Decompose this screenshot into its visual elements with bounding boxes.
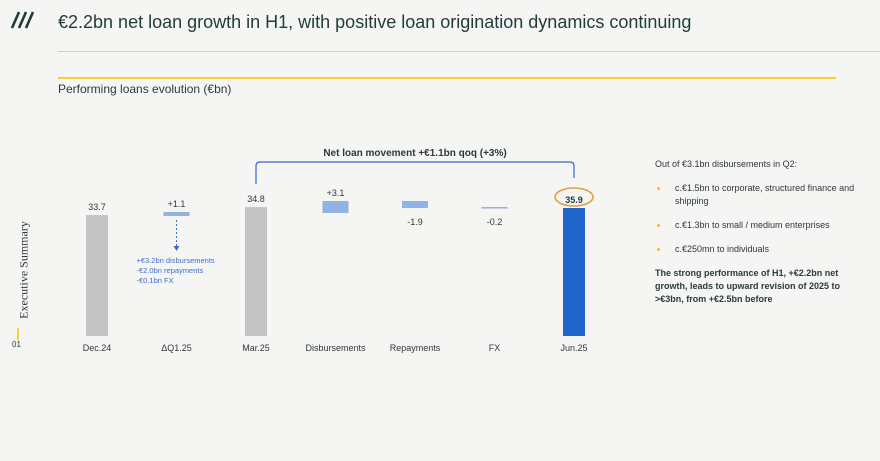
- commentary-item: c.€1.3bn to small / medium enterprises: [655, 219, 865, 232]
- net-movement-bracket: [255, 161, 575, 184]
- category-label: Repayments: [390, 343, 441, 353]
- bar-total: [563, 208, 585, 336]
- bar-delta: [322, 201, 349, 213]
- highlight-ellipse: [554, 187, 594, 207]
- category-label: Disbursements: [305, 343, 366, 353]
- bar-total: [245, 207, 267, 336]
- category-label: Jun.25: [560, 343, 587, 353]
- commentary-panel: Out of €3.1bn disbursements in Q2: c.€1.…: [655, 158, 865, 306]
- header-divider: [58, 51, 880, 52]
- category-label: Mar.25: [242, 343, 270, 353]
- labels-layer: 33.7 Dec.24 +1.1 ΔQ1.25 34.8 Mar.25 +3.1 Disbur…: [83, 148, 594, 353]
- value-label: 33.7: [88, 202, 106, 212]
- accent-divider: [58, 77, 836, 79]
- commentary-intro: Out of €3.1bn disbursements in Q2:: [655, 159, 798, 169]
- breakdown-line: -€2.0bn repayments: [137, 266, 204, 275]
- category-label: FX: [489, 343, 501, 353]
- company-logo-icon: [10, 11, 35, 29]
- chart-subtitle: Performing loans evolution (€bn): [58, 82, 232, 96]
- bar-delta: [481, 207, 508, 209]
- value-label: +3.1: [327, 188, 345, 198]
- bar-total: [86, 215, 108, 336]
- bar-delta: [163, 212, 190, 216]
- category-label: ΔQ1.25: [161, 343, 192, 353]
- page-title: €2.2bn net loan growth in H1, with posit…: [58, 12, 692, 32]
- arrow-head-icon: [173, 246, 180, 251]
- breakdown-line: -€0.1bn FX: [137, 276, 174, 285]
- section-sidebar: Executive Summary: [6, 210, 31, 340]
- section-marker: [17, 328, 19, 340]
- value-label: 34.8: [247, 194, 265, 204]
- breakdown-line: +€3.2bn disbursements: [137, 256, 215, 265]
- page-number: 01: [12, 340, 21, 349]
- bracket-label: Net loan movement +€1.1bn qoq (+3%): [323, 148, 506, 159]
- commentary-conclusion: The strong performance of H1, +€2.2bn ne…: [655, 268, 841, 304]
- bars-layer: [86, 201, 585, 336]
- value-label: -0.2: [487, 217, 503, 227]
- value-label: -1.9: [407, 217, 423, 227]
- commentary-item: c.€1.5bn to corporate, structured financ…: [655, 182, 865, 208]
- commentary-item: c.€250mn to individuals: [655, 243, 865, 256]
- value-label: 35.9: [565, 195, 583, 205]
- bar-delta: [402, 201, 428, 208]
- category-label: Dec.24: [83, 343, 112, 353]
- value-label: +1.1: [168, 199, 186, 209]
